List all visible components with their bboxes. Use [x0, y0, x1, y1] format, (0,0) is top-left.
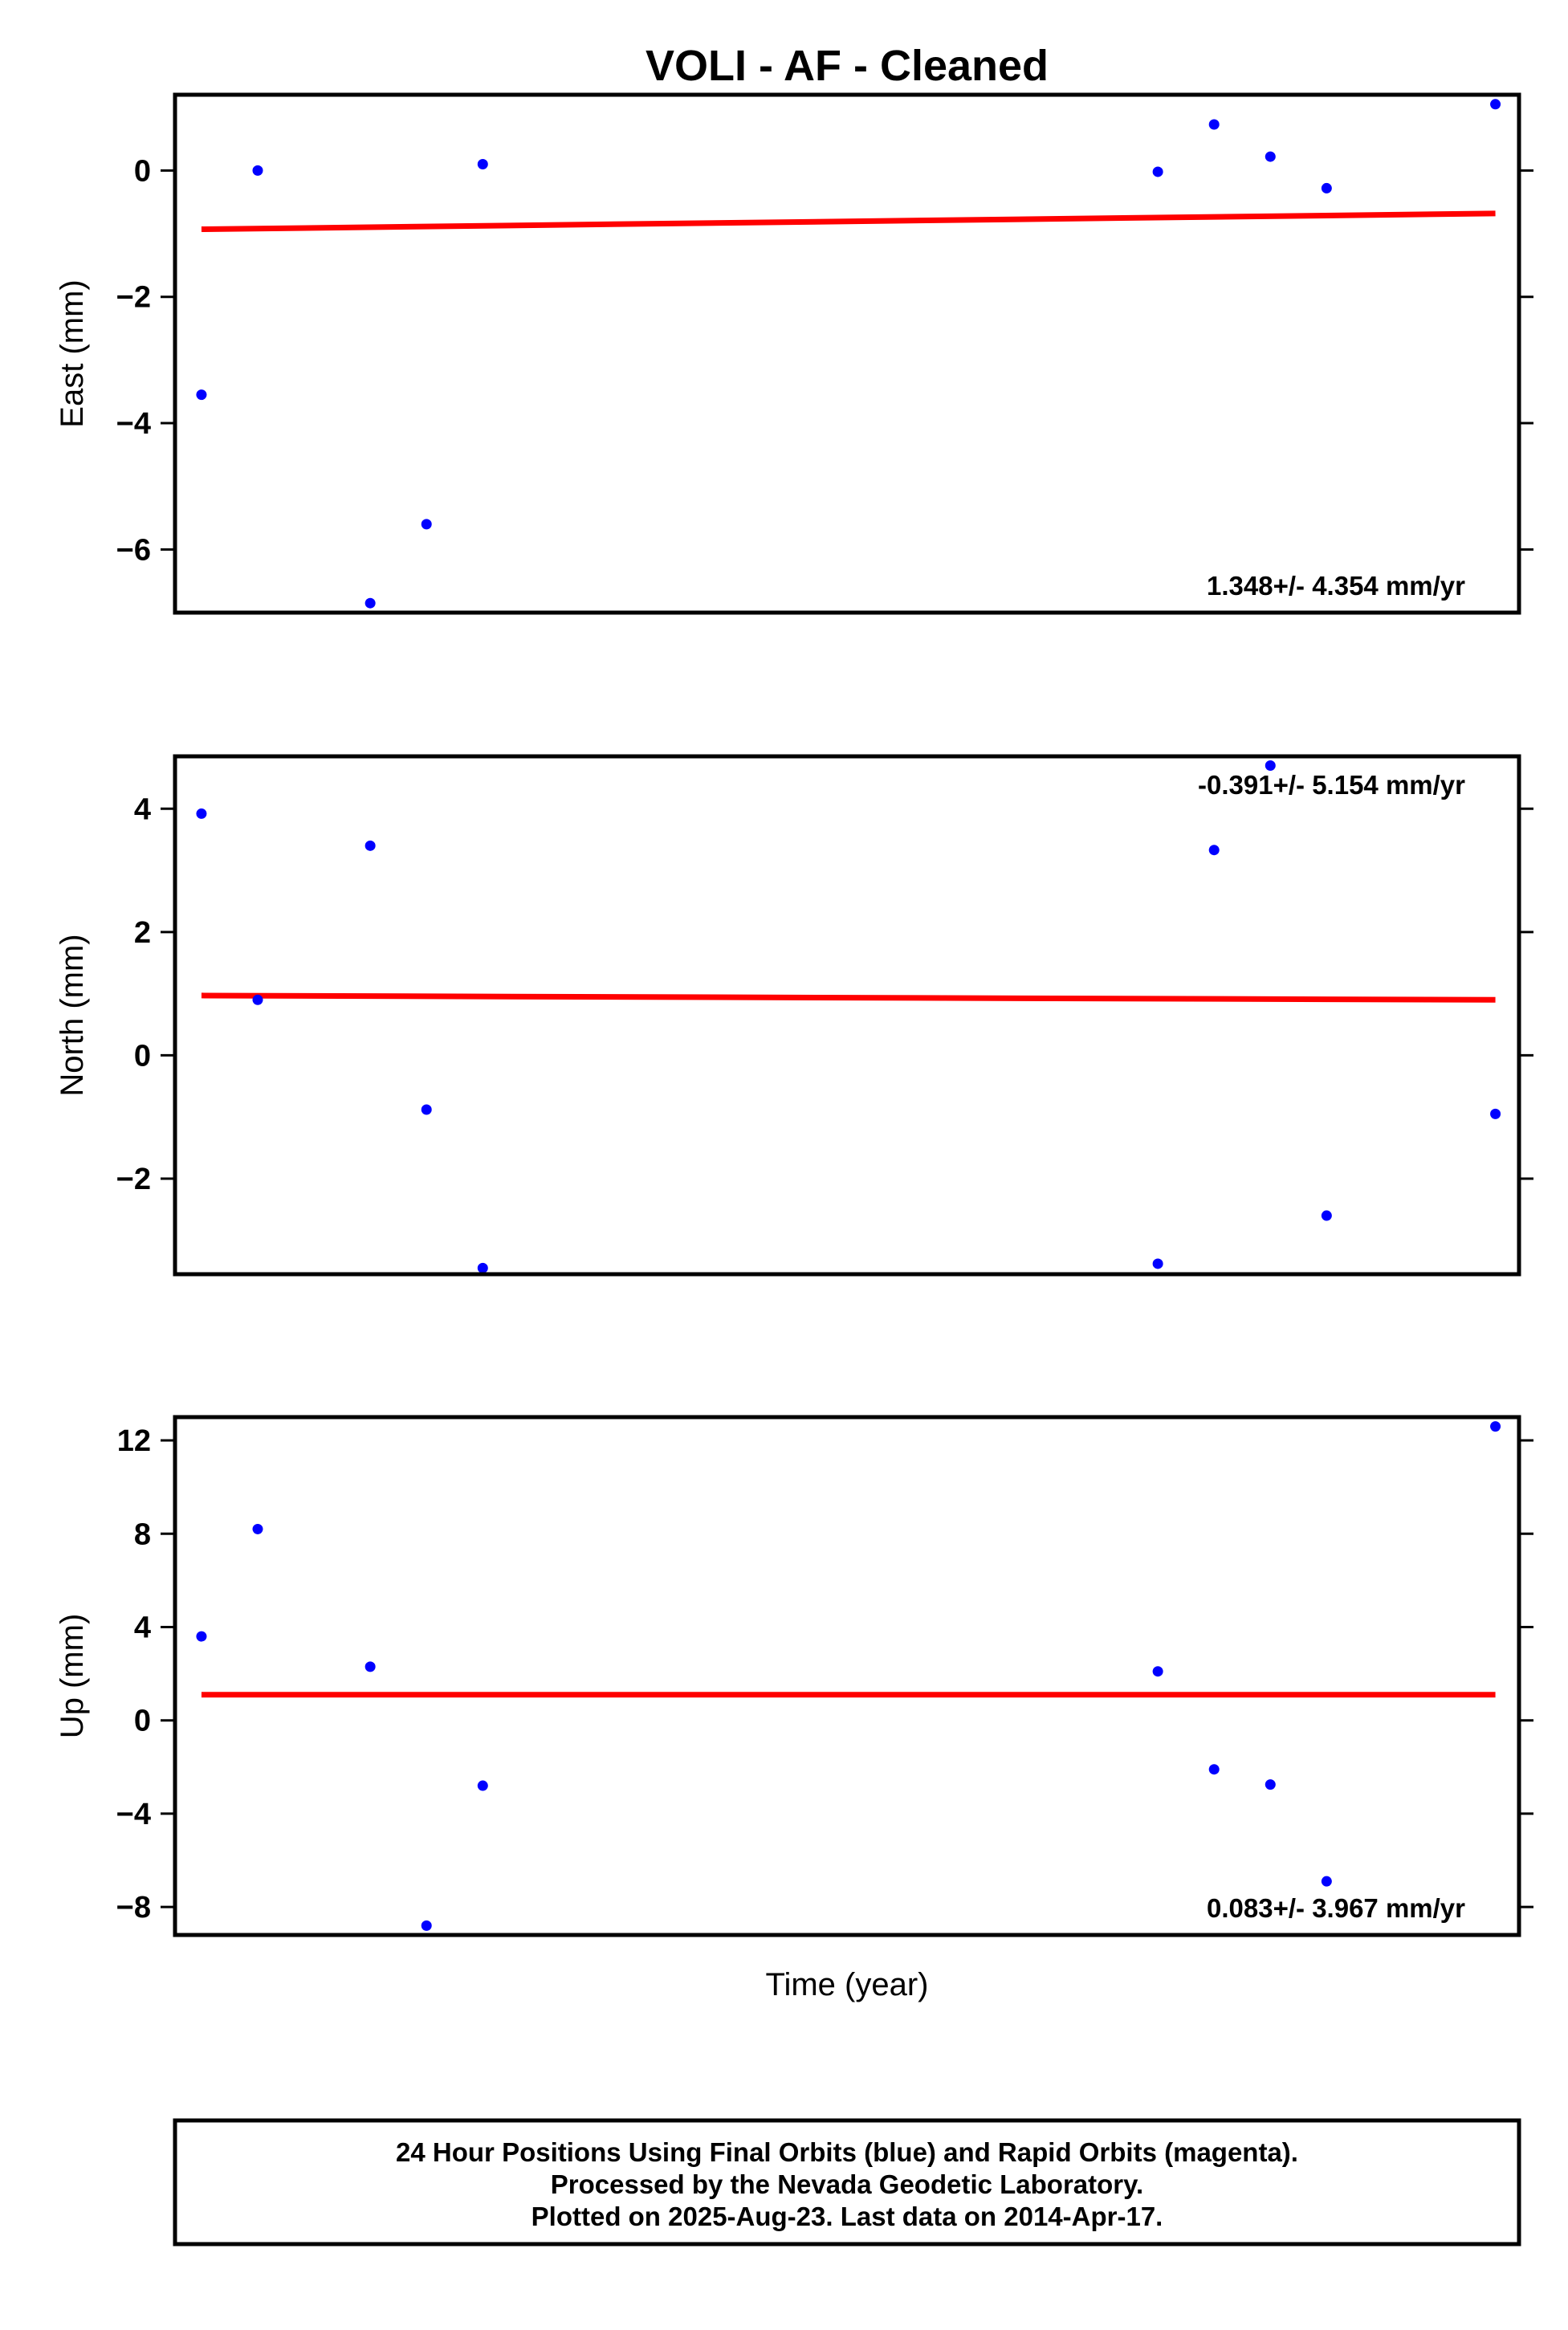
y-tick-label: −2 [116, 1163, 151, 1196]
data-point [1208, 119, 1220, 130]
data-point [252, 165, 263, 176]
panel-north: 4 2 0 −2 North (mm) -0.391+/- 5.154 mm/yr [55, 754, 1533, 1277]
data-point [421, 519, 432, 530]
y-tick-label: 8 [134, 1517, 151, 1551]
data-point [421, 1920, 432, 1931]
data-point [196, 389, 207, 401]
plot-frame-up [173, 1415, 1521, 1937]
panels: 0 −2 −4 −6 East (mm) 1.348+/- 4.354 mm/yr 4 2 0 −… [55, 92, 1533, 1937]
data-point [1321, 1876, 1332, 1887]
y-tick-label: 2 [134, 916, 151, 950]
data-point [365, 840, 376, 851]
data-point [252, 1523, 263, 1534]
trend-line-east [201, 210, 1496, 233]
data-point [1152, 1666, 1163, 1677]
y-axis-label-east: East (mm) [55, 279, 90, 427]
velocity-label-east: 1.348+/- 4.354 mm/yr [1207, 571, 1465, 601]
y-tick-label: −4 [116, 1798, 151, 1831]
y-tick-label: 4 [134, 792, 151, 826]
y-tick-label: 0 [134, 1705, 151, 1738]
data-point [1208, 1764, 1220, 1775]
velocity-label-north: -0.391+/- 5.154 mm/yr [1198, 770, 1465, 800]
data-point [196, 1631, 207, 1642]
data-point [252, 994, 263, 1005]
data-point [1265, 151, 1276, 162]
footer-line-2: Processed by the Nevada Geodetic Laborat… [551, 2169, 1143, 2199]
data-point [1490, 99, 1501, 110]
trend-line-north [201, 992, 1496, 1003]
y-axis-label-north: North (mm) [55, 934, 90, 1096]
data-point [365, 1661, 376, 1672]
footer-box: 24 Hour Positions Using Final Orbits (bl… [173, 2118, 1521, 2246]
data-point [1490, 1108, 1501, 1119]
velocity-label-up: 0.083+/- 3.967 mm/yr [1207, 1893, 1465, 1923]
x-axis-label: Time (year) [766, 1967, 929, 2002]
data-point [1265, 760, 1276, 772]
data-point [1490, 1421, 1501, 1432]
footer-line-1: 24 Hour Positions Using Final Orbits (bl… [396, 2137, 1298, 2167]
data-point [1265, 1779, 1276, 1790]
y-tick-label: 4 [134, 1611, 151, 1644]
chart-title: VOLI - AF - Cleaned [646, 42, 1049, 90]
data-point [421, 1104, 432, 1115]
data-point [477, 1262, 488, 1273]
plot-frame-north [173, 754, 1521, 1277]
y-tick-label: −6 [116, 533, 151, 567]
data-point [477, 159, 488, 170]
data-point [1321, 1210, 1332, 1221]
y-tick-label: 0 [134, 1039, 151, 1073]
panel-up: 12 8 4 0 −4 −8 Up (mm) 0.083+/- 3.967 mm/yr [55, 1415, 1533, 1937]
data-point [1152, 1258, 1163, 1269]
y-axis-label-up: Up (mm) [55, 1614, 90, 1739]
plot-frame-east [173, 92, 1521, 615]
y-tick-label: 12 [117, 1424, 151, 1458]
data-point [1208, 845, 1220, 856]
y-tick-label: −8 [116, 1891, 151, 1925]
footer-line-3: Plotted on 2025-Aug-23. Last data on 201… [531, 2202, 1163, 2231]
y-tick-label: −2 [116, 281, 151, 315]
y-tick-label: 0 [134, 154, 151, 188]
panel-east: 0 −2 −4 −6 East (mm) 1.348+/- 4.354 mm/yr [55, 92, 1533, 615]
y-tick-label: −4 [116, 407, 151, 441]
data-point [196, 808, 207, 819]
data-point [1321, 182, 1332, 193]
data-point [1152, 166, 1163, 177]
data-point [365, 597, 376, 609]
data-point [477, 1780, 488, 1791]
